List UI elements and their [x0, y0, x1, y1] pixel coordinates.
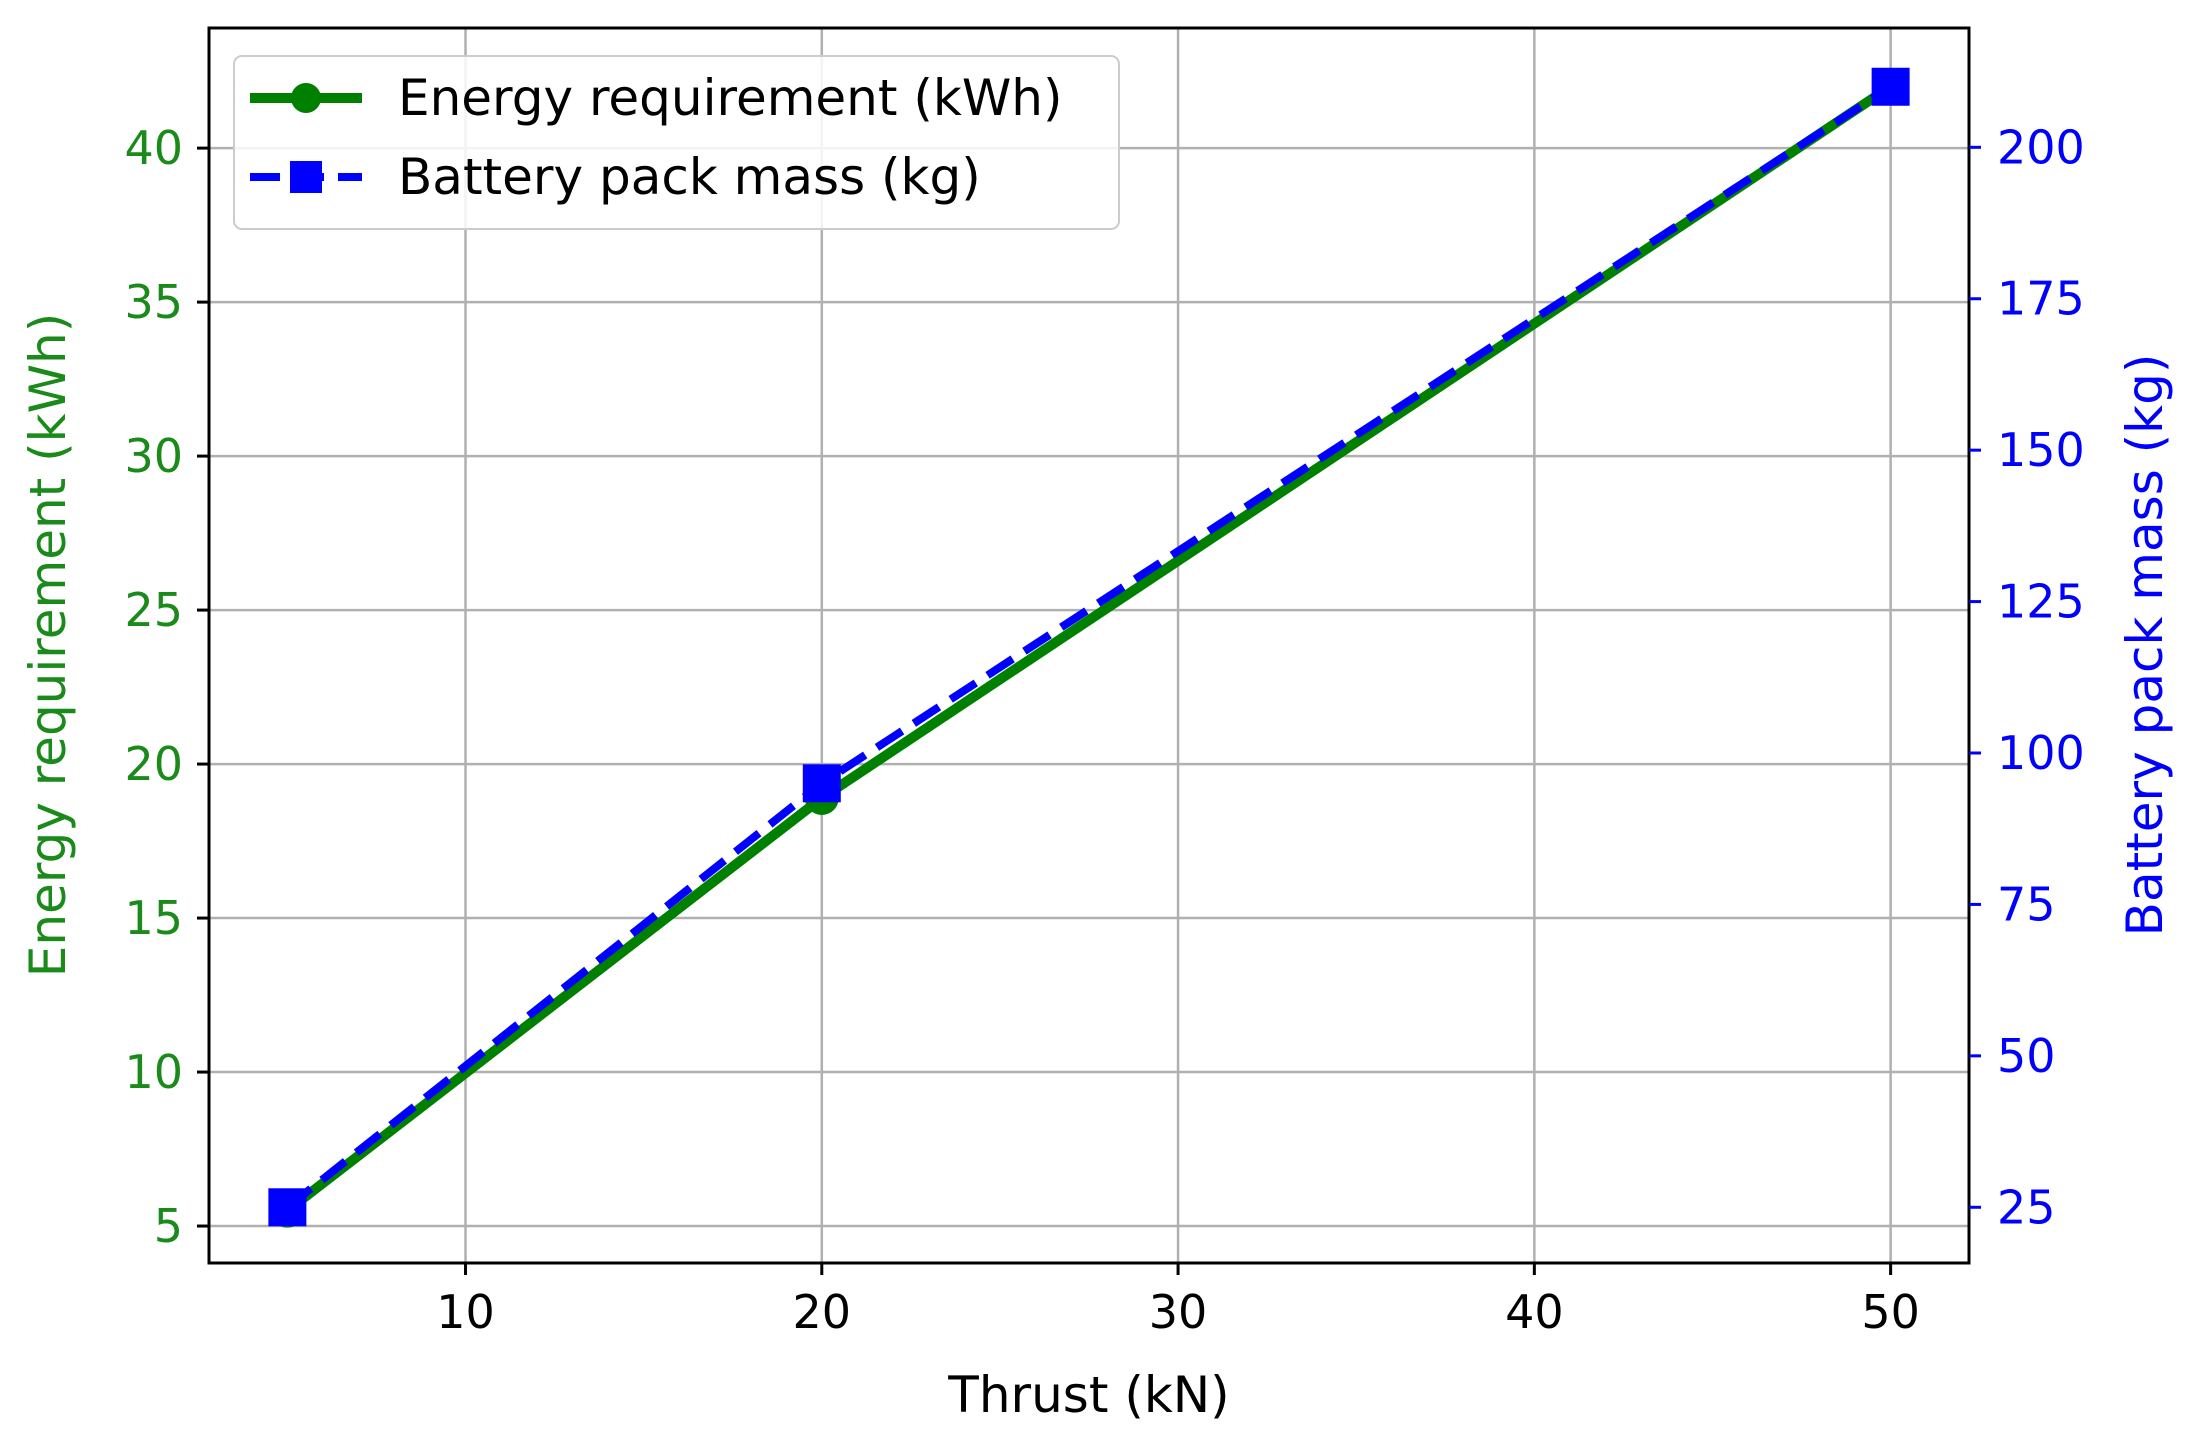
legend-marker-battery — [290, 161, 322, 193]
legend-label-energy: Energy requirement (kWh) — [398, 69, 1062, 127]
right-tick-label: 200 — [1997, 120, 2085, 174]
legend-label-battery: Battery pack mass (kg) — [398, 148, 981, 206]
x-tick-label: 10 — [436, 1285, 495, 1339]
left-tick-label: 40 — [124, 121, 183, 175]
left-tick-label: 30 — [124, 429, 183, 483]
x-tick-label: 40 — [1505, 1285, 1564, 1339]
right-axis-title: Battery pack mass (kg) — [2116, 354, 2174, 937]
grid-lines — [209, 28, 1969, 1263]
plot-frame — [207, 26, 1971, 1265]
right-tick-label: 150 — [1997, 423, 2085, 477]
series-point-battery — [268, 1188, 307, 1227]
left-tick-label: 5 — [154, 1199, 183, 1253]
x-tick-label: 30 — [1149, 1285, 1208, 1339]
series-point-battery — [802, 764, 841, 803]
left-tick-label: 15 — [124, 891, 183, 945]
right-tick-label: 125 — [1997, 575, 2085, 629]
left-tick-label: 10 — [124, 1045, 183, 1099]
right-tick-label: 25 — [1997, 1180, 2056, 1234]
left-axis-title: Energy requirement (kWh) — [19, 313, 77, 977]
left-tick-label: 25 — [124, 583, 183, 637]
left-tick-label: 20 — [124, 737, 183, 791]
legend: Energy requirement (kWh) Battery pack ma… — [233, 55, 1120, 230]
left-tick-label: 35 — [124, 275, 183, 329]
right-tick-label: 75 — [1997, 877, 2056, 931]
right-tick-label: 100 — [1997, 726, 2085, 780]
legend-box — [233, 55, 1120, 230]
axis-ticks: 10 20 30 40 50 5 10 15 20 25 30 35 40 25 50 75 100 125 150… — [124, 120, 2084, 1339]
series-layer — [268, 67, 1910, 1228]
x-tick-label: 50 — [1861, 1285, 1920, 1339]
series-point-battery — [1871, 67, 1910, 106]
right-tick-label: 175 — [1997, 272, 2085, 326]
right-tick-label: 50 — [1997, 1029, 2056, 1083]
x-axis-title: Thrust (kN) — [947, 1366, 1229, 1424]
legend-marker-energy — [291, 83, 321, 113]
x-tick-label: 20 — [793, 1285, 852, 1339]
